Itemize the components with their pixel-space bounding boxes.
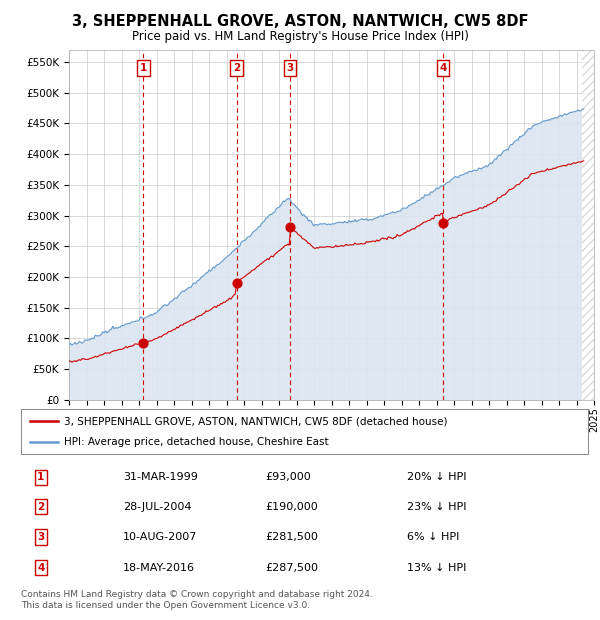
Text: Contains HM Land Registry data © Crown copyright and database right 2024.
This d: Contains HM Land Registry data © Crown c… <box>21 590 373 609</box>
Text: 20% ↓ HPI: 20% ↓ HPI <box>407 472 466 482</box>
Text: HPI: Average price, detached house, Cheshire East: HPI: Average price, detached house, Ches… <box>64 436 328 447</box>
Text: 28-JUL-2004: 28-JUL-2004 <box>123 502 191 512</box>
Point <box>285 222 295 232</box>
Text: 13% ↓ HPI: 13% ↓ HPI <box>407 562 466 572</box>
Point <box>139 338 148 348</box>
Text: 6% ↓ HPI: 6% ↓ HPI <box>407 532 459 542</box>
Text: 31-MAR-1999: 31-MAR-1999 <box>123 472 198 482</box>
Point <box>232 278 241 288</box>
Text: 1: 1 <box>37 472 44 482</box>
Text: 4: 4 <box>37 562 44 572</box>
Text: 2: 2 <box>37 502 44 512</box>
Text: 18-MAY-2016: 18-MAY-2016 <box>123 562 195 572</box>
Text: 1: 1 <box>140 63 147 73</box>
Text: £190,000: £190,000 <box>265 502 317 512</box>
Text: £93,000: £93,000 <box>265 472 311 482</box>
Text: 2: 2 <box>233 63 240 73</box>
Text: 4: 4 <box>439 63 447 73</box>
Text: 23% ↓ HPI: 23% ↓ HPI <box>407 502 466 512</box>
Text: 3: 3 <box>37 532 44 542</box>
Text: £287,500: £287,500 <box>265 562 318 572</box>
Point <box>439 218 448 228</box>
Text: £281,500: £281,500 <box>265 532 317 542</box>
Text: Price paid vs. HM Land Registry's House Price Index (HPI): Price paid vs. HM Land Registry's House … <box>131 30 469 43</box>
Text: 3, SHEPPENHALL GROVE, ASTON, NANTWICH, CW5 8DF: 3, SHEPPENHALL GROVE, ASTON, NANTWICH, C… <box>72 14 528 29</box>
Text: 3, SHEPPENHALL GROVE, ASTON, NANTWICH, CW5 8DF (detached house): 3, SHEPPENHALL GROVE, ASTON, NANTWICH, C… <box>64 416 447 427</box>
Text: 10-AUG-2007: 10-AUG-2007 <box>123 532 197 542</box>
Text: 3: 3 <box>286 63 293 73</box>
